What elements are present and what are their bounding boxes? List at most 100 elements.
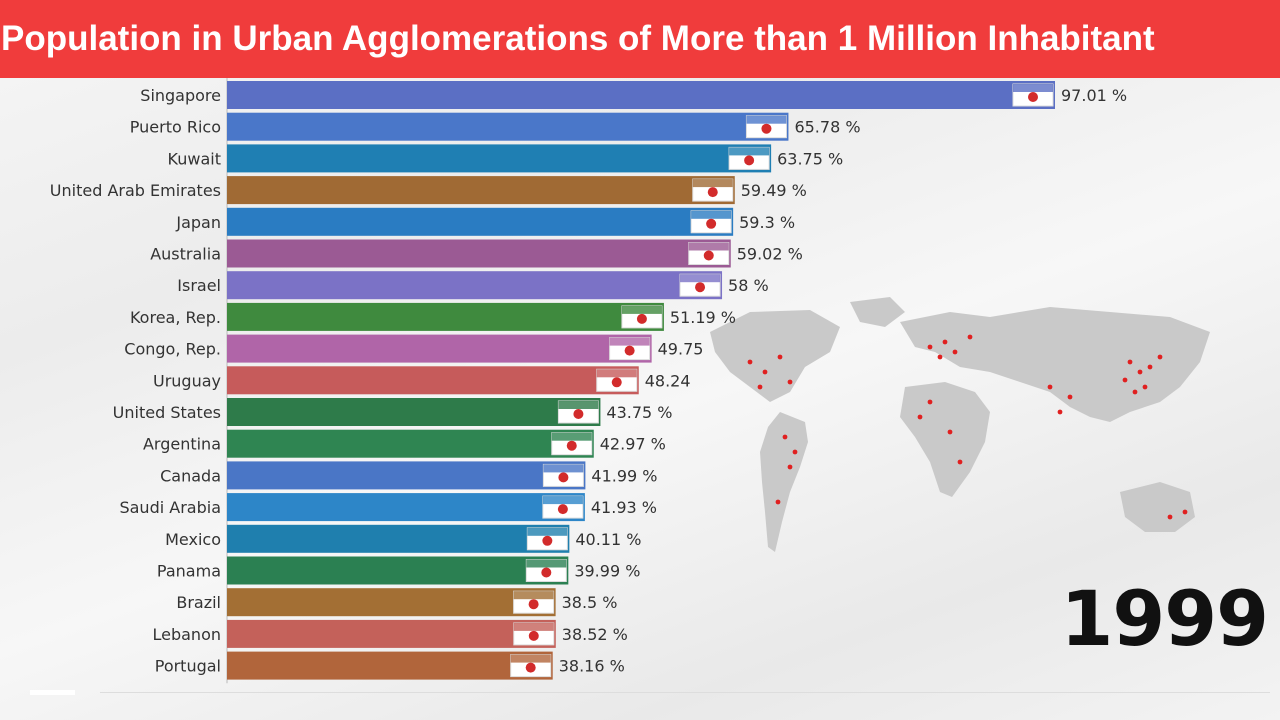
bar-row: Puerto Rico 65.78 % <box>130 112 861 141</box>
bar <box>227 429 594 458</box>
country-flag-icon <box>728 146 770 170</box>
bar-row: Portugal 38.16 % <box>155 651 625 680</box>
country-flag-icon <box>621 305 663 329</box>
value-label: 38.16 % <box>559 657 625 676</box>
category-label: Brazil <box>176 593 221 612</box>
country-flag-icon <box>692 178 734 202</box>
axis-baseline <box>30 690 1270 695</box>
bar <box>227 366 639 395</box>
country-flag-icon <box>690 210 732 234</box>
bar <box>227 239 731 268</box>
country-flag-icon <box>542 495 584 519</box>
value-label: 39.99 % <box>574 562 640 581</box>
bar <box>227 302 664 331</box>
bar <box>227 493 585 522</box>
bar-row: Mexico 40.11 % <box>165 524 641 553</box>
country-flag-icon <box>609 337 651 361</box>
value-label: 41.99 % <box>591 466 657 485</box>
bar <box>227 461 586 490</box>
value-label: 59.49 % <box>741 181 807 200</box>
category-label: Japan <box>175 213 221 232</box>
bar-row: Argentina 42.97 % <box>143 429 666 458</box>
country-flag-icon <box>513 622 555 646</box>
bar <box>227 524 570 553</box>
bar-row: Kuwait 63.75 % <box>168 144 843 173</box>
value-label: 41.93 % <box>591 498 657 517</box>
world-map-icon <box>710 297 1210 552</box>
value-label: 38.52 % <box>562 625 628 644</box>
bar <box>227 588 556 617</box>
value-label: 97.01 % <box>1061 86 1127 105</box>
value-label: 43.75 % <box>606 403 672 422</box>
category-label: Lebanon <box>152 625 221 644</box>
value-label: 51.19 % <box>670 308 736 327</box>
value-label: 58 % <box>728 276 769 295</box>
bar <box>227 271 723 300</box>
country-flag-icon <box>542 463 584 487</box>
year-label: 1999 <box>1060 574 1269 663</box>
bar <box>227 176 735 205</box>
country-flag-icon <box>745 115 787 139</box>
bar-row: United States 43.75 % <box>113 398 673 426</box>
bar-row: Singapore 97.01 % <box>140 81 1127 109</box>
value-label: 48.24 <box>645 371 691 390</box>
category-label: Congo, Rep. <box>124 340 221 359</box>
country-flag-icon <box>510 654 552 678</box>
bar-chart: Singapore 97.01 % Puerto Rico 65.78 % Kuwait… <box>50 78 1127 684</box>
value-label: 65.78 % <box>794 118 860 137</box>
bar-row: Israel 58 % <box>177 271 769 300</box>
bar-row: Brazil 38.5 % <box>176 588 618 617</box>
bar-row: Canada 41.99 % <box>160 461 657 490</box>
title-bar: Population in Urban Agglomerations of Mo… <box>0 0 1280 78</box>
category-label: Israel <box>177 276 221 295</box>
chart-title: Population in Urban Agglomerations of Mo… <box>1 19 1155 58</box>
country-flag-icon <box>513 590 555 614</box>
bar <box>227 619 556 648</box>
category-label: Mexico <box>165 530 221 549</box>
category-label: Portugal <box>155 657 221 676</box>
value-label: 42.97 % <box>600 435 666 454</box>
value-label: 38.5 % <box>562 593 618 612</box>
bar-row: Uruguay 48.24 <box>153 366 691 395</box>
bar-row: Panama 39.99 % <box>157 556 640 585</box>
bar <box>227 207 734 236</box>
bar-row: United Arab Emirates 59.49 % <box>50 176 807 205</box>
value-label: 59.3 % <box>739 213 795 232</box>
category-label: Puerto Rico <box>130 118 221 137</box>
category-label: Panama <box>157 562 221 581</box>
bar <box>227 651 553 680</box>
country-flag-icon <box>557 400 599 424</box>
bar-row: Japan 59.3 % <box>175 207 795 236</box>
bar <box>227 81 1055 109</box>
value-label: 49.75 <box>658 340 704 359</box>
category-label: Canada <box>160 466 221 485</box>
bar <box>227 144 772 173</box>
country-flag-icon <box>551 432 593 456</box>
category-label: Australia <box>150 245 221 264</box>
category-label: Saudi Arabia <box>119 498 221 517</box>
category-label: Uruguay <box>153 371 221 390</box>
country-flag-icon <box>525 559 567 582</box>
category-label: Singapore <box>140 86 221 105</box>
value-label: 63.75 % <box>777 149 843 168</box>
bar <box>227 398 601 426</box>
category-label: United Arab Emirates <box>50 181 221 200</box>
bar-row: Saudi Arabia 41.93 % <box>119 493 657 522</box>
country-flag-icon <box>596 368 638 392</box>
category-label: Argentina <box>143 435 221 454</box>
value-label: 59.02 % <box>737 245 803 264</box>
country-flag-icon <box>688 242 730 265</box>
category-label: Korea, Rep. <box>130 308 221 327</box>
bar <box>227 556 569 585</box>
category-label: United States <box>113 403 221 422</box>
bar-row: Korea, Rep. 51.19 % <box>130 302 736 331</box>
value-label: 40.11 % <box>575 530 641 549</box>
country-flag-icon <box>1012 83 1054 107</box>
bar-row: Australia 59.02 % <box>150 239 803 268</box>
country-flag-icon <box>526 527 568 551</box>
bar <box>227 334 652 363</box>
bar-row: Congo, Rep. 49.75 <box>124 334 704 363</box>
bar-row: Lebanon 38.52 % <box>152 619 628 648</box>
country-flag-icon <box>679 273 721 297</box>
category-label: Kuwait <box>168 149 221 168</box>
